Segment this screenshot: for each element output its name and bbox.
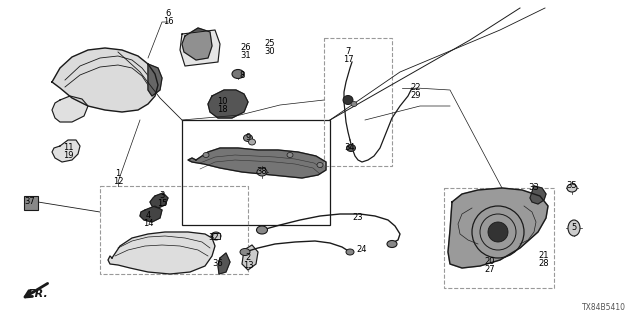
Text: 22: 22 xyxy=(411,84,421,92)
Ellipse shape xyxy=(257,226,268,234)
Polygon shape xyxy=(208,90,248,118)
Text: 6: 6 xyxy=(165,10,171,19)
Text: 11: 11 xyxy=(63,143,73,153)
Ellipse shape xyxy=(248,139,255,145)
Bar xyxy=(212,233,220,239)
Bar xyxy=(182,120,330,225)
Text: 38: 38 xyxy=(257,167,268,177)
Polygon shape xyxy=(448,188,548,268)
Ellipse shape xyxy=(211,232,221,240)
Text: 28: 28 xyxy=(539,260,549,268)
Text: 15: 15 xyxy=(157,199,167,209)
Bar xyxy=(24,196,38,210)
Bar xyxy=(324,38,392,166)
Polygon shape xyxy=(180,30,220,66)
Text: FR.: FR. xyxy=(28,289,49,299)
Text: 23: 23 xyxy=(353,213,364,222)
Polygon shape xyxy=(52,48,158,112)
Text: 3: 3 xyxy=(159,191,164,201)
Text: 27: 27 xyxy=(484,266,495,275)
Polygon shape xyxy=(140,206,162,222)
Text: 7: 7 xyxy=(346,47,351,57)
Polygon shape xyxy=(52,96,88,122)
Ellipse shape xyxy=(346,249,354,255)
Text: 16: 16 xyxy=(163,18,173,27)
Text: 17: 17 xyxy=(342,55,353,65)
Text: 29: 29 xyxy=(411,92,421,100)
Ellipse shape xyxy=(240,249,250,255)
Text: 18: 18 xyxy=(217,106,227,115)
Text: 9: 9 xyxy=(245,133,251,142)
Text: 14: 14 xyxy=(143,220,153,228)
Circle shape xyxy=(488,222,508,242)
Polygon shape xyxy=(218,253,230,274)
Text: 8: 8 xyxy=(239,70,244,79)
Text: 21: 21 xyxy=(539,252,549,260)
Ellipse shape xyxy=(232,69,244,78)
Text: 31: 31 xyxy=(241,51,252,60)
Polygon shape xyxy=(108,232,215,274)
Polygon shape xyxy=(150,193,168,208)
Ellipse shape xyxy=(567,184,577,192)
Text: 12: 12 xyxy=(113,178,124,187)
Ellipse shape xyxy=(351,101,357,107)
Text: 13: 13 xyxy=(243,261,253,270)
Polygon shape xyxy=(52,140,80,162)
Ellipse shape xyxy=(243,134,253,141)
Text: 36: 36 xyxy=(212,260,223,268)
Ellipse shape xyxy=(387,241,397,247)
Polygon shape xyxy=(182,28,212,60)
Text: 2: 2 xyxy=(245,253,251,262)
Text: 25: 25 xyxy=(265,38,275,47)
Text: 24: 24 xyxy=(356,245,367,254)
Text: 4: 4 xyxy=(145,212,150,220)
Ellipse shape xyxy=(346,145,355,151)
Text: 26: 26 xyxy=(241,43,252,52)
Text: 32: 32 xyxy=(209,234,220,243)
Ellipse shape xyxy=(343,95,353,105)
Text: 20: 20 xyxy=(484,258,495,267)
Ellipse shape xyxy=(568,220,580,236)
Ellipse shape xyxy=(203,153,209,157)
Text: 34: 34 xyxy=(345,143,355,153)
Polygon shape xyxy=(242,245,258,270)
Text: 5: 5 xyxy=(572,223,577,233)
Polygon shape xyxy=(188,148,326,178)
Ellipse shape xyxy=(317,163,323,167)
Text: 19: 19 xyxy=(63,151,73,161)
Text: 37: 37 xyxy=(24,197,35,206)
Text: 10: 10 xyxy=(217,98,227,107)
Text: 1: 1 xyxy=(115,170,120,179)
Text: TX84B5410: TX84B5410 xyxy=(582,303,626,312)
Polygon shape xyxy=(148,64,162,96)
Text: 30: 30 xyxy=(265,46,275,55)
Text: 35: 35 xyxy=(566,181,577,190)
Bar xyxy=(100,186,248,274)
Ellipse shape xyxy=(257,168,267,176)
Bar xyxy=(444,188,554,288)
Text: 33: 33 xyxy=(529,183,540,193)
Ellipse shape xyxy=(287,153,293,157)
Polygon shape xyxy=(530,186,546,204)
